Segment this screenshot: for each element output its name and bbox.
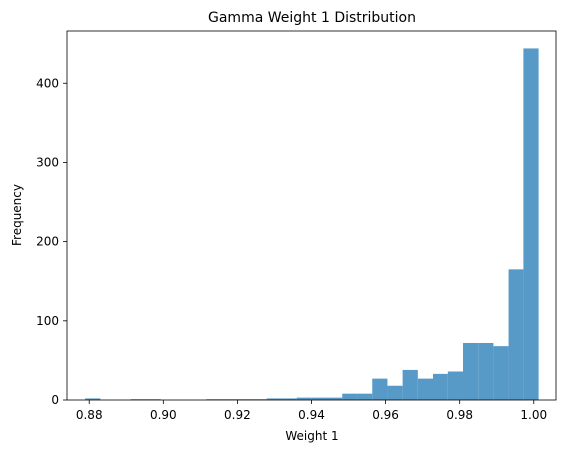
- y-tick-label: 300: [36, 155, 59, 169]
- y-axis-label: Frequency: [10, 184, 24, 246]
- histogram-bar: [478, 342, 494, 400]
- histogram-bar: [463, 342, 479, 400]
- bars-group: [85, 48, 539, 401]
- histogram-bar: [296, 397, 312, 400]
- histogram-bar: [433, 373, 448, 400]
- y-axis-ticks: 0 100 200 300 400: [36, 76, 67, 407]
- x-tick-label: 0.96: [372, 408, 399, 422]
- plot-frame: [66, 30, 557, 401]
- x-tick-label: 1.00: [520, 408, 547, 422]
- y-tick-label: 100: [36, 314, 59, 328]
- histogram-bar: [447, 371, 464, 400]
- histogram-bar: [387, 385, 403, 400]
- chart-title: Gamma Weight 1 Distribution: [208, 10, 416, 26]
- y-tick-label: 0: [51, 393, 59, 407]
- x-tick-label: 0.90: [150, 408, 177, 422]
- histogram-bar: [402, 369, 418, 400]
- histogram-bar: [281, 398, 297, 400]
- x-tick-label: 0.94: [298, 408, 325, 422]
- histogram-bar: [523, 48, 539, 401]
- y-tick-label: 400: [36, 76, 59, 90]
- histogram-bar: [508, 269, 524, 400]
- x-tick-label: 0.88: [76, 408, 103, 422]
- x-tick-label: 0.92: [224, 408, 251, 422]
- histogram-bar: [342, 393, 358, 400]
- histogram-bar: [372, 378, 388, 400]
- histogram-bar: [493, 346, 509, 400]
- y-tick-label: 200: [36, 235, 59, 249]
- histogram-bar: [327, 397, 343, 400]
- x-axis-label: Weight 1: [285, 429, 338, 443]
- histogram-bar: [417, 378, 434, 400]
- histogram-bar: [85, 398, 101, 400]
- x-tick-label: 0.98: [446, 408, 473, 422]
- x-axis-ticks: 0.88 0.90 0.92 0.94 0.96 0.98 1.00: [76, 400, 547, 422]
- histogram-bar: [357, 393, 373, 400]
- histogram-bar: [311, 397, 328, 400]
- histogram-bar: [266, 398, 282, 400]
